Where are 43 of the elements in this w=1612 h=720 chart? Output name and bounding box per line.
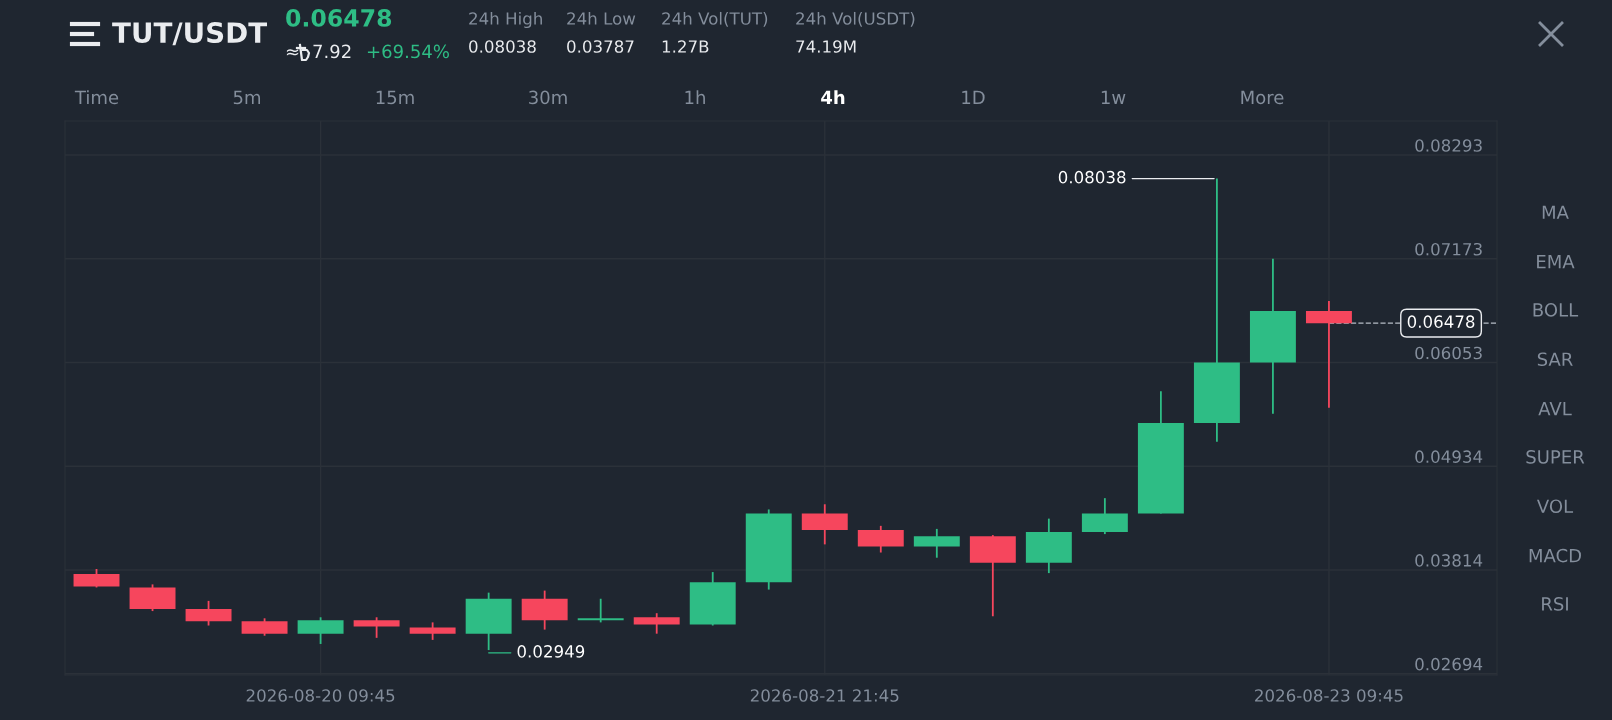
text: VOL xyxy=(1536,499,1574,514)
text: 24h Vol(USDT) xyxy=(796,11,915,27)
text: 24h High xyxy=(469,11,542,29)
text: 30m xyxy=(529,90,567,105)
text: 1h xyxy=(685,90,705,104)
text: SAR xyxy=(1537,352,1573,367)
text: MACD xyxy=(1529,548,1581,563)
x-tick-label: 2026-08-20 09:45 xyxy=(246,689,395,702)
text: 1w xyxy=(1101,90,1126,104)
y-tick-label: 0.06053 xyxy=(1415,346,1482,360)
text: AVL xyxy=(1538,401,1572,416)
text: 0.06478 xyxy=(286,8,392,27)
text: EMA xyxy=(1537,254,1575,269)
annotation: 0.08038 xyxy=(1058,170,1126,184)
text: 0.08038 xyxy=(469,40,536,53)
x-tick-label: 2026-08-21 21:45 xyxy=(750,689,899,702)
text: 1D xyxy=(962,90,985,104)
y-tick-label: 0.03814 xyxy=(1415,554,1483,567)
text: RSI xyxy=(1542,597,1568,611)
text: +69.54% xyxy=(367,44,449,59)
annotation: 0.02949 xyxy=(517,645,585,658)
y-tick-label: 0.07173 xyxy=(1415,242,1482,256)
text: ≈ xyxy=(286,49,299,56)
text: 24h Low xyxy=(567,11,636,25)
text: 5m xyxy=(233,90,261,105)
text: 15m xyxy=(376,90,414,105)
text: 4h xyxy=(821,90,845,104)
text: MA xyxy=(1542,205,1569,219)
ref-line-label: 0.06478 xyxy=(1407,315,1475,328)
y-tick-label: 0.04934 xyxy=(1415,450,1483,463)
text: 0.03787 xyxy=(567,40,634,53)
y-tick-label: 0.02694 xyxy=(1415,657,1483,671)
text: 1.27B xyxy=(662,40,709,53)
text: BOLL xyxy=(1533,303,1579,317)
chart-title: TUT/USDT xyxy=(112,22,268,46)
text: 24h Vol(TUT) xyxy=(662,11,768,27)
text: Time xyxy=(74,90,119,105)
text: 74.19M xyxy=(796,40,856,53)
text: More xyxy=(1241,90,1284,105)
text: 7.92 xyxy=(313,44,351,59)
y-tick-label: 0.08293 xyxy=(1415,139,1482,152)
text: SUPER xyxy=(1526,450,1585,464)
x-tick-label: 2026-08-23 09:45 xyxy=(1255,689,1403,702)
